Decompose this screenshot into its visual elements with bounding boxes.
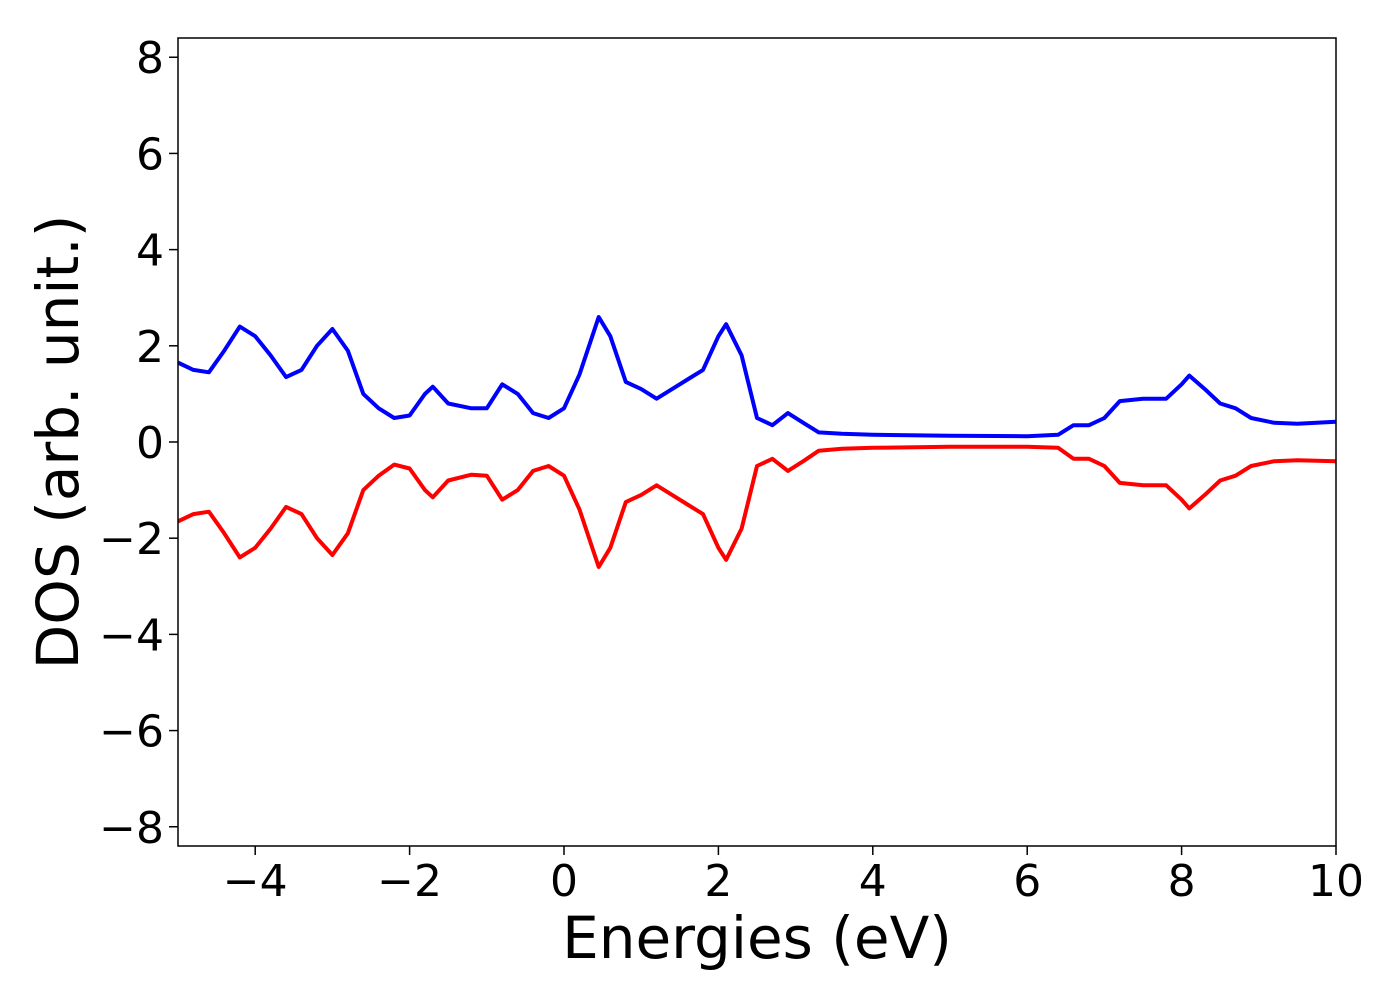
x-tick-label: 6 [1013,856,1041,907]
x-tick-label: 0 [550,856,578,907]
y-tick-label: 2 [136,322,164,373]
y-tick-label: 0 [136,418,164,469]
y-tick-label: −2 [99,514,164,565]
y-tick-label: −8 [99,803,164,854]
y-tick-label: −6 [99,707,164,758]
plot-frame [177,37,1337,847]
y-axis-label: DOS (arb. unit.) [24,215,92,670]
y-tick-label: 8 [136,33,164,84]
y-tick-label: −4 [99,610,164,661]
series-line [178,444,1336,569]
y-tick-label: 4 [136,226,164,277]
x-tick-label: 10 [1308,856,1364,907]
x-axis-label: Energies (eV) [562,904,952,972]
x-tick-label: 2 [704,856,732,907]
x-tick-label: 4 [859,856,887,907]
series-line [178,315,1336,439]
y-tick-label: 6 [136,129,164,180]
x-tick-label: −2 [377,856,442,907]
x-tick-label: 8 [1168,856,1196,907]
x-tick-label: −4 [223,856,288,907]
